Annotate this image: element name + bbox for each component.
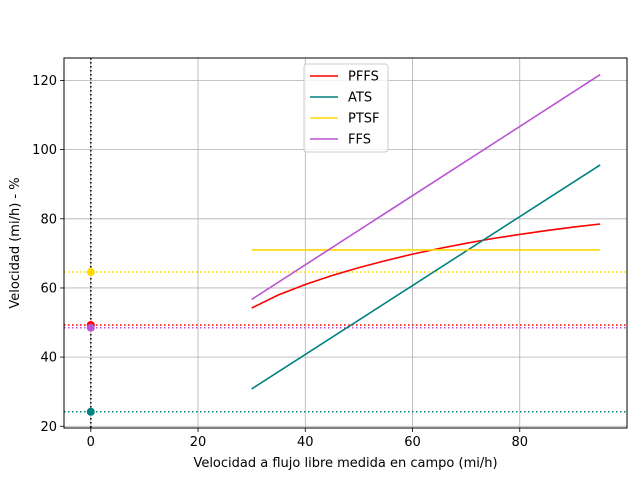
x-tick-label: 20 xyxy=(190,435,207,450)
data-point xyxy=(86,268,95,277)
marker-points xyxy=(86,268,95,416)
legend-label: PTSF xyxy=(348,112,380,127)
plot-frame xyxy=(63,57,628,429)
data-point xyxy=(86,323,95,332)
legend-label: ATS xyxy=(348,91,372,106)
x-tick-label: 80 xyxy=(511,435,528,450)
x-tick-label: 60 xyxy=(404,435,421,450)
legend-box xyxy=(303,63,389,153)
x-axis-label: Velocidad a flujo libre medida en campo … xyxy=(193,456,497,471)
legend-label: FFS xyxy=(348,133,371,148)
series-line-ffs xyxy=(251,73,601,301)
y-axis-label: Velocidad (mi/h) - % xyxy=(8,177,23,308)
y-tick-label: 60 xyxy=(40,281,57,296)
legend: PFFS ATS PTSF FFS xyxy=(303,63,389,153)
series-line-pffs xyxy=(251,223,601,309)
x-tick-label: 40 xyxy=(297,435,314,450)
series-line-ats xyxy=(251,164,601,390)
x-tick-label: 0 xyxy=(87,435,95,450)
legend-label: PFFS xyxy=(348,70,379,85)
data-point xyxy=(86,407,95,416)
series-lines xyxy=(251,73,601,390)
y-tick-label: 20 xyxy=(40,420,57,435)
axis-ticks: 0 20 40 60 80 20 40 60 80 100 120 xyxy=(32,74,528,450)
y-tick-label: 80 xyxy=(40,212,57,227)
y-tick-label: 100 xyxy=(32,143,57,158)
y-tick-label: 40 xyxy=(40,351,57,366)
y-tick-label: 120 xyxy=(32,74,57,89)
